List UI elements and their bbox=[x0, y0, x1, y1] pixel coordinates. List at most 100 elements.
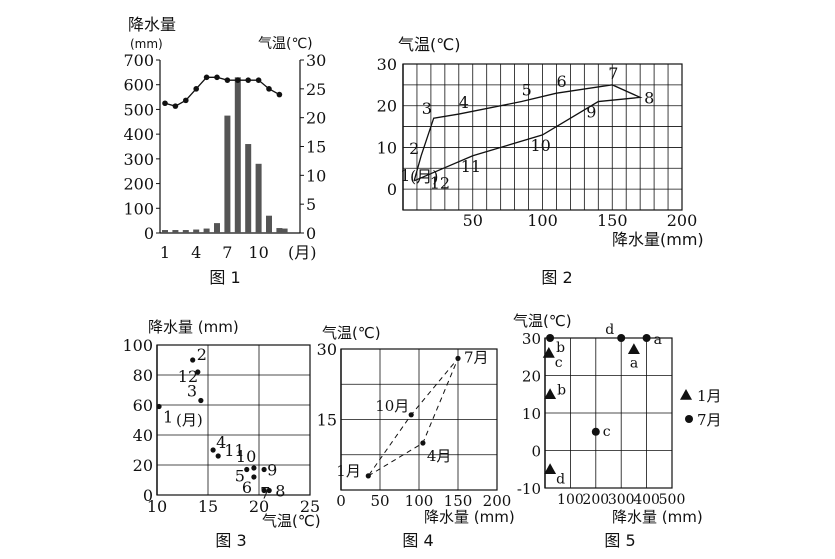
x-tick-label: 50 bbox=[370, 492, 389, 510]
x-tick-label: 200 bbox=[483, 492, 512, 510]
right-tick-label: 5 bbox=[306, 195, 316, 214]
month-point bbox=[420, 440, 426, 446]
temperature-point bbox=[162, 100, 168, 107]
jul-marker bbox=[642, 334, 651, 342]
month-point bbox=[261, 466, 267, 473]
left-tick-label: 400 bbox=[123, 125, 154, 144]
x-tick-label: 0 bbox=[336, 492, 346, 510]
x-tick-label: 15 bbox=[198, 497, 218, 516]
month-label: 2 bbox=[197, 345, 207, 364]
station-label: a bbox=[630, 355, 638, 371]
month-label: 4 bbox=[216, 433, 226, 452]
x-tick-label: 300 bbox=[608, 492, 635, 508]
precip-bar bbox=[255, 163, 262, 233]
caption: 图 5 bbox=[604, 531, 635, 550]
temperature-point bbox=[203, 74, 210, 81]
month-label: 10 bbox=[531, 136, 551, 155]
y-tick-label: 40 bbox=[133, 426, 153, 445]
temperature-point bbox=[224, 77, 231, 83]
month-label: 12 bbox=[178, 367, 198, 386]
month-label: 6 bbox=[242, 478, 252, 497]
month-label: 11 bbox=[461, 157, 481, 176]
month-label: 9 bbox=[267, 461, 277, 480]
right-tick-label: 0 bbox=[306, 224, 316, 243]
precip-bar bbox=[203, 228, 210, 233]
left-tick-label: 700 bbox=[123, 51, 154, 70]
month-point bbox=[455, 355, 461, 361]
y-tick-label: 30 bbox=[377, 55, 397, 74]
month-label: 8 bbox=[644, 88, 654, 107]
y-axis-title: 气温(℃) bbox=[322, 324, 381, 342]
precip-bar bbox=[234, 77, 241, 233]
temperature-point bbox=[214, 74, 220, 81]
jul-marker bbox=[617, 334, 626, 342]
x-tick-label: 400 bbox=[633, 492, 660, 508]
temperature-point bbox=[193, 86, 199, 92]
y-tick-label: 20 bbox=[133, 456, 153, 475]
x-tick-label: 7 bbox=[222, 243, 232, 262]
x-unit: (月) bbox=[288, 243, 317, 262]
caption: 图 4 bbox=[402, 531, 433, 550]
x-tick-label: 150 bbox=[444, 492, 473, 510]
left-tick-label: 200 bbox=[123, 175, 154, 194]
y-tick-label: 0 bbox=[387, 180, 397, 199]
x-axis-title: 降水量 (mm) bbox=[612, 508, 703, 526]
precip-bar bbox=[214, 223, 220, 233]
month-label: 10 bbox=[236, 447, 256, 466]
y-tick-label: 30 bbox=[317, 340, 337, 359]
left-tick-label: 500 bbox=[123, 100, 154, 119]
month-label: 7月 bbox=[464, 348, 489, 366]
precip-bar bbox=[172, 230, 179, 233]
y-tick-label: 20 bbox=[377, 97, 397, 116]
left-axis-title: 降水量 bbox=[128, 15, 176, 34]
x-tick-label: 150 bbox=[597, 211, 628, 230]
month-point bbox=[244, 466, 250, 473]
temperature-line bbox=[164, 76, 280, 107]
x-tick-label: 200 bbox=[582, 492, 609, 508]
temperature-point bbox=[255, 77, 262, 83]
right-tick-label: 25 bbox=[306, 80, 326, 99]
month-label: 10月 bbox=[375, 397, 409, 415]
origin-note: (月) bbox=[176, 411, 203, 429]
legend-triangle-icon bbox=[680, 389, 692, 400]
precip-bar bbox=[281, 228, 288, 233]
x-tick-label: 25 bbox=[300, 497, 320, 516]
left-axis-unit: (mm) bbox=[130, 37, 163, 51]
right-tick-label: 30 bbox=[306, 51, 326, 70]
month-point bbox=[210, 447, 216, 453]
plot-frame bbox=[544, 337, 673, 489]
month-point bbox=[251, 474, 257, 480]
month-label: 8 bbox=[275, 482, 285, 501]
precip-bar bbox=[245, 144, 252, 233]
y-tick-label: 10 bbox=[377, 138, 397, 157]
month-point bbox=[261, 487, 267, 494]
y-tick-label: 80 bbox=[133, 366, 153, 385]
temperature-point bbox=[245, 77, 251, 83]
x-tick-label: 200 bbox=[667, 211, 698, 230]
month-point bbox=[198, 397, 204, 404]
station-label: b bbox=[557, 382, 566, 398]
month-point bbox=[251, 465, 257, 471]
y-axis-title: 气温(℃) bbox=[513, 312, 572, 330]
temperature-point bbox=[266, 86, 272, 92]
y-axis-title: 降水量 (mm) bbox=[148, 318, 239, 336]
right-tick-label: 10 bbox=[306, 166, 326, 185]
precip-bar bbox=[266, 215, 272, 233]
temperature-point bbox=[276, 91, 283, 98]
x-tick-label: 100 bbox=[405, 492, 434, 510]
month-label: 11 bbox=[224, 441, 244, 460]
station-label: b bbox=[556, 340, 565, 356]
month-label: 4 bbox=[459, 93, 469, 112]
month-label: 1月 bbox=[336, 462, 361, 480]
y-tick-label: 0 bbox=[143, 486, 153, 505]
plot-frame bbox=[402, 63, 683, 211]
y-tick-label: 10 bbox=[522, 405, 541, 423]
month-point bbox=[195, 369, 201, 375]
y-tick-label: 60 bbox=[133, 396, 153, 415]
month-label: 6 bbox=[556, 72, 566, 91]
station-label: c bbox=[603, 424, 611, 440]
x-tick-label: 500 bbox=[659, 492, 686, 508]
